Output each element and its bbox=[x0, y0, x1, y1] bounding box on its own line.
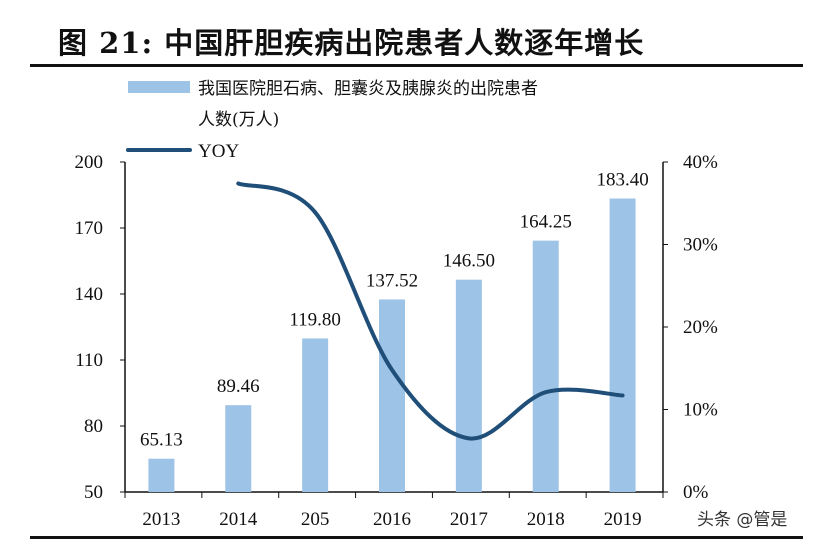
bar-data-label: 119.80 bbox=[289, 309, 341, 330]
watermark: 头条 @管是 bbox=[697, 510, 787, 530]
right-tick-label: 30% bbox=[683, 235, 718, 256]
bar bbox=[379, 299, 405, 492]
bar-data-label: 183.40 bbox=[596, 170, 648, 191]
right-tick-label: 40% bbox=[683, 152, 718, 173]
left-tick-label: 80 bbox=[84, 416, 103, 437]
x-tick-label: 2016 bbox=[373, 509, 411, 530]
legend-bar-label-line1: 我国医院胆石病、胆囊炎及胰腺炎的出院患者 bbox=[198, 79, 538, 99]
bar-data-label: 65.13 bbox=[140, 430, 183, 451]
legend: 我国医院胆石病、胆囊炎及胰腺炎的出院患者 人数(万人) YOY bbox=[126, 79, 538, 162]
x-tick-label: 2013 bbox=[142, 509, 180, 530]
right-tick-label: 10% bbox=[683, 400, 718, 421]
x-tick-label: 2014 bbox=[219, 509, 258, 530]
legend-line-label: YOY bbox=[198, 141, 239, 162]
left-tick-label: 140 bbox=[75, 284, 104, 305]
left-tick-label: 200 bbox=[75, 152, 104, 173]
legend-bar-swatch bbox=[128, 81, 190, 93]
x-tick-label: 2017 bbox=[450, 509, 488, 530]
chart-title: 图 21: 中国肝胆疾病出院患者人数逐年增长 bbox=[58, 26, 645, 60]
bar bbox=[225, 405, 252, 492]
title-rule bbox=[30, 64, 803, 67]
bar bbox=[455, 279, 482, 492]
left-tick-label: 110 bbox=[75, 350, 103, 371]
bar-data-label: 137.52 bbox=[366, 270, 418, 291]
bar bbox=[609, 198, 636, 492]
left-tick-label: 170 bbox=[75, 218, 104, 239]
right-tick-label: 0% bbox=[683, 482, 709, 503]
bar bbox=[302, 338, 329, 492]
bar-data-label: 146.50 bbox=[443, 251, 495, 272]
bar-data-label: 164.25 bbox=[520, 212, 572, 233]
x-tick-label: 2019 bbox=[604, 509, 642, 530]
left-tick-label: 50 bbox=[84, 482, 103, 503]
bottom-rule bbox=[30, 536, 803, 539]
bar bbox=[532, 240, 559, 492]
bar-data-label: 89.46 bbox=[217, 376, 260, 397]
bar bbox=[148, 458, 175, 492]
x-tick-label: 2018 bbox=[527, 509, 565, 530]
legend-bar-label-line2: 人数(万人) bbox=[198, 110, 279, 130]
right-tick-label: 20% bbox=[683, 317, 718, 338]
x-tick-label: 205 bbox=[301, 509, 330, 530]
